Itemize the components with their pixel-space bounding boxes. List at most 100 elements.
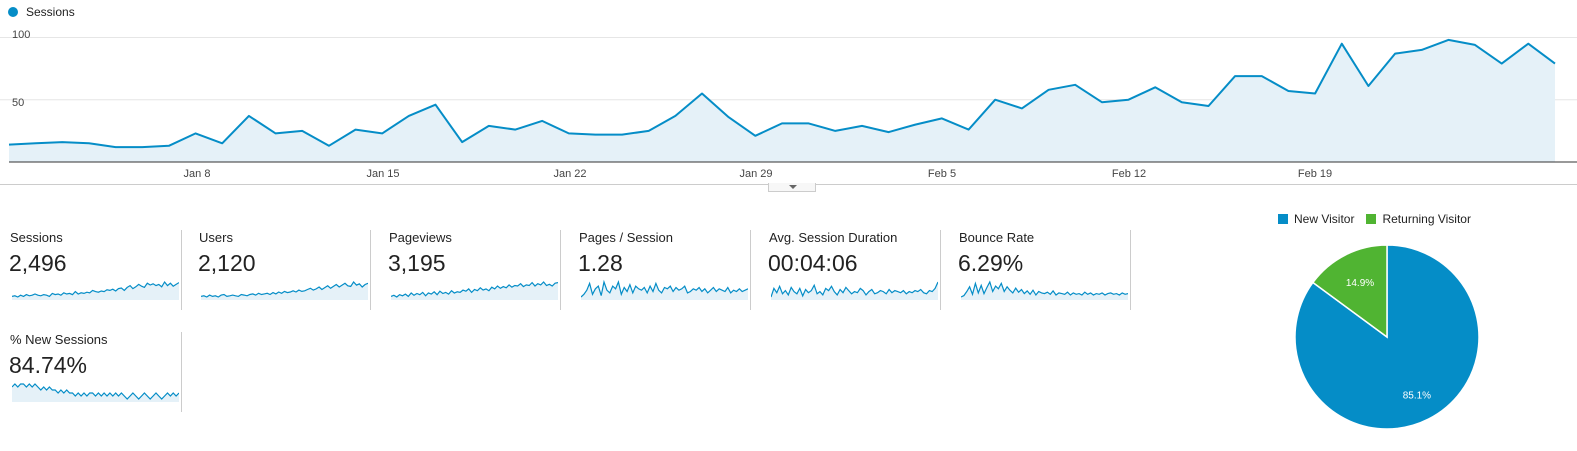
metric-pages-per-session[interactable]: Pages / Session 1.28 bbox=[578, 230, 751, 310]
metric-bounce-rate[interactable]: Bounce Rate 6.29% bbox=[958, 230, 1131, 310]
sessions-data-point[interactable] bbox=[460, 140, 464, 144]
sessions-data-point[interactable] bbox=[220, 141, 224, 145]
chart-legend: Sessions bbox=[8, 5, 75, 19]
sessions-data-point[interactable] bbox=[513, 128, 517, 132]
metric-avg-session-duration[interactable]: Avg. Session Duration 00:04:06 bbox=[768, 230, 941, 310]
pie-legend-new-visitor[interactable]: New Visitor bbox=[1278, 212, 1354, 226]
metric-label: Avg. Session Duration bbox=[769, 230, 898, 245]
pie-legend-returning-visitor[interactable]: Returning Visitor bbox=[1366, 212, 1471, 226]
sessions-data-point[interactable] bbox=[593, 133, 597, 137]
sessions-data-point[interactable] bbox=[380, 131, 384, 135]
sessions-data-point[interactable] bbox=[833, 129, 837, 133]
sessions-data-point[interactable] bbox=[1073, 83, 1077, 87]
sessions-data-point[interactable] bbox=[1286, 89, 1290, 93]
sessions-data-point[interactable] bbox=[1393, 52, 1397, 56]
metric-value: 2,120 bbox=[198, 250, 256, 276]
sessions-data-point[interactable] bbox=[540, 119, 544, 123]
new-sessions-sparkline bbox=[12, 383, 179, 402]
sessions-data-point[interactable] bbox=[753, 134, 757, 138]
sessions-data-point[interactable] bbox=[1260, 74, 1264, 78]
x-tick-label: Jan 8 bbox=[183, 168, 211, 180]
sessions-data-point[interactable] bbox=[1553, 62, 1557, 66]
x-tick-label: Jan 22 bbox=[553, 168, 587, 180]
sessions-data-point[interactable] bbox=[620, 133, 624, 137]
metric-value: 00:04:06 bbox=[768, 250, 858, 276]
pie-slice-returning-visitor[interactable] bbox=[1311, 244, 1388, 339]
sessions-data-point[interactable] bbox=[274, 131, 278, 135]
sessions-data-point[interactable] bbox=[967, 128, 971, 132]
sessions-data-point[interactable] bbox=[7, 143, 11, 147]
sessions-data-point[interactable] bbox=[167, 144, 171, 148]
pageviews-sparkline bbox=[391, 281, 558, 300]
sessions-data-point[interactable] bbox=[1473, 43, 1477, 47]
sessions-data-point[interactable] bbox=[1233, 74, 1237, 78]
sessions-data-point[interactable] bbox=[114, 145, 118, 149]
sessions-data-point[interactable] bbox=[567, 131, 571, 135]
sessions-data-point[interactable] bbox=[1100, 100, 1104, 104]
sessions-data-point[interactable] bbox=[1313, 92, 1317, 96]
returning-visitor-swatch bbox=[1366, 214, 1377, 224]
sessions-data-point[interactable] bbox=[913, 123, 917, 127]
sessions-data-point[interactable] bbox=[34, 141, 38, 145]
sessions-series-line bbox=[8, 38, 1556, 149]
metric-sessions[interactable]: Sessions 2,496 bbox=[9, 230, 182, 310]
sessions-data-point[interactable] bbox=[940, 116, 944, 120]
sparkline-line bbox=[581, 279, 748, 298]
sessions-legend-label: Sessions bbox=[26, 5, 75, 19]
sparkline-fill bbox=[581, 282, 748, 300]
sessions-data-point[interactable] bbox=[1420, 48, 1424, 52]
sessions-data-point[interactable] bbox=[1366, 84, 1370, 88]
sessions-data-point[interactable] bbox=[1153, 85, 1157, 89]
x-tick-label: Feb 19 bbox=[1297, 168, 1333, 180]
sessions-area-fill bbox=[9, 39, 1555, 162]
sessions-data-point[interactable] bbox=[993, 98, 997, 102]
sessions-data-point[interactable] bbox=[194, 131, 198, 135]
sessions-data-point[interactable] bbox=[1020, 106, 1024, 110]
returning-visitor-label: Returning Visitor bbox=[1382, 212, 1471, 226]
pie-slice-label: 85.1% bbox=[1403, 391, 1431, 402]
sessions-data-point[interactable] bbox=[247, 114, 251, 118]
sessions-data-point[interactable] bbox=[327, 144, 331, 148]
sessions-data-point[interactable] bbox=[433, 103, 437, 107]
sessions-legend-dot bbox=[8, 7, 18, 17]
sessions-data-point[interactable] bbox=[860, 124, 864, 128]
sessions-data-point[interactable] bbox=[1180, 100, 1184, 104]
sessions-data-point[interactable] bbox=[1206, 104, 1210, 108]
sessions-data-point[interactable] bbox=[300, 129, 304, 133]
sessions-line-chart bbox=[0, 36, 1577, 185]
metric-label: Sessions bbox=[10, 230, 63, 245]
metric-value: 6.29% bbox=[958, 250, 1024, 276]
sessions-data-point[interactable] bbox=[887, 130, 891, 134]
sessions-data-point[interactable] bbox=[87, 141, 91, 145]
sparkline-line bbox=[201, 281, 368, 298]
sessions-data-point[interactable] bbox=[354, 128, 358, 132]
sessions-sparkline bbox=[12, 280, 179, 300]
sessions-data-point[interactable] bbox=[407, 114, 411, 118]
x-tick-label: Jan 29 bbox=[739, 168, 773, 180]
sessions-data-point[interactable] bbox=[647, 129, 651, 133]
sessions-data-point[interactable] bbox=[140, 145, 144, 149]
metric-new-sessions[interactable]: % New Sessions 84.74% bbox=[9, 332, 182, 412]
metric-value: 1.28 bbox=[578, 250, 623, 276]
metric-value: 84.74% bbox=[9, 352, 88, 378]
sessions-data-point[interactable] bbox=[1340, 42, 1344, 46]
sessions-data-point[interactable] bbox=[780, 121, 784, 125]
sessions-data-point[interactable] bbox=[727, 115, 731, 119]
metric-pageviews[interactable]: Pageviews 3,195 bbox=[388, 230, 561, 310]
sparkline-fill bbox=[12, 282, 179, 300]
sessions-data-point[interactable] bbox=[673, 114, 677, 118]
sessions-data-point[interactable] bbox=[1526, 42, 1530, 46]
sessions-data-point[interactable] bbox=[1446, 38, 1450, 42]
sessions-data-point[interactable] bbox=[700, 92, 704, 96]
new-visitor-label: New Visitor bbox=[1294, 212, 1355, 226]
sessions-data-point[interactable] bbox=[807, 121, 811, 125]
metric-users[interactable]: Users 2,120 bbox=[198, 230, 371, 310]
sessions-data-point[interactable] bbox=[1127, 98, 1131, 102]
sessions-data-point[interactable] bbox=[1500, 62, 1504, 66]
chart-collapse-toggle[interactable] bbox=[768, 183, 816, 192]
sessions-data-point[interactable] bbox=[487, 124, 491, 128]
y-tick-label: 100 bbox=[12, 29, 31, 41]
sessions-data-point[interactable] bbox=[1047, 88, 1051, 92]
metric-value: 3,195 bbox=[388, 250, 446, 276]
sessions-data-point[interactable] bbox=[60, 140, 64, 144]
